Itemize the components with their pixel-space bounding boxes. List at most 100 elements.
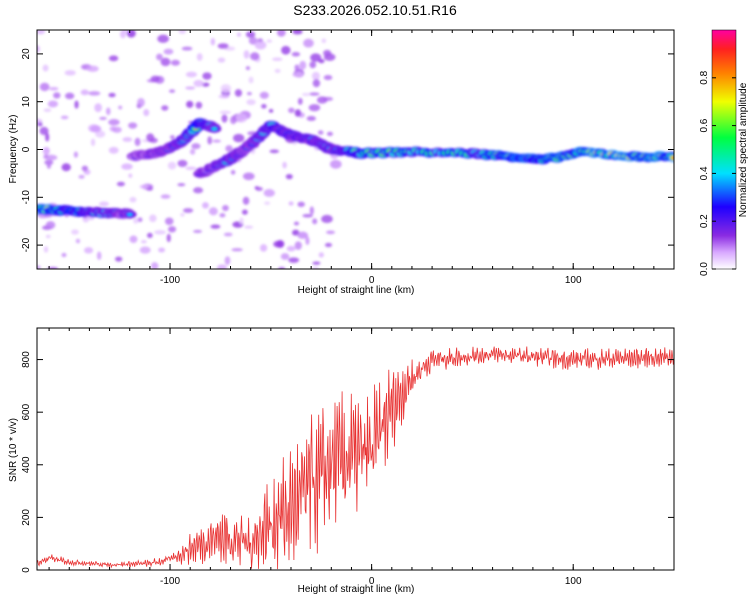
- spectrogram-noise-cell: [129, 235, 138, 244]
- spectrogram-noise-cell: [139, 184, 149, 189]
- spectrogram-noise-cell: [45, 154, 58, 161]
- spectrogram-noise-cell: [218, 94, 230, 99]
- spectrogram-noise-cell: [302, 214, 313, 218]
- spectrogram-noise-cell: [299, 60, 307, 70]
- snr-y-tick-label: 200: [21, 509, 32, 526]
- spectrogram-noise-cell: [37, 45, 40, 53]
- spectrogram-noise-cell: [196, 53, 203, 61]
- spectrogram-noise-cell: [248, 76, 254, 84]
- spectrogram-noise-cell: [221, 114, 228, 123]
- spectrogram-noise-cell: [151, 262, 159, 269]
- spectrogram-noise-cell: [108, 146, 119, 154]
- spectrogram-noise-cell: [118, 105, 123, 110]
- spectrogram-noise-cell: [44, 159, 54, 166]
- spectrogram-ridge-core: [127, 213, 133, 216]
- spectrogram-noise-cell: [149, 214, 157, 223]
- spectrogram-noise-cell: [43, 108, 52, 112]
- spectrogram-noise-cell: [133, 217, 139, 224]
- spectrogram-noise-cell: [276, 30, 286, 37]
- spectrogram-noise-cell: [241, 209, 248, 215]
- spectrogram-noise-cell: [37, 30, 46, 35]
- spectrogram-noise-cell: [280, 253, 290, 260]
- spectrogram-noise-cell: [306, 115, 316, 121]
- spectrogram-noise-cell: [288, 107, 295, 114]
- spectrogram-noise-cell: [61, 163, 71, 172]
- spectrogram-noise-cell: [45, 234, 51, 239]
- spectrogram-noise-cell: [248, 36, 258, 45]
- spectrogram-noise-cell: [225, 145, 233, 152]
- spectrogram-noise-cell: [47, 100, 59, 108]
- snr-x-tick-label: -100: [160, 576, 180, 587]
- spectrogram-ridge-core: [211, 127, 217, 131]
- spectrogram-noise-cell: [98, 201, 110, 207]
- spectrogram-noise-cell: [245, 66, 250, 70]
- spectrogram-noise-cell: [303, 38, 314, 48]
- spectrogram-noise-cell: [297, 97, 303, 105]
- spectrogram-noise-cell: [323, 49, 332, 57]
- spectrogram-noise-cell: [42, 64, 49, 72]
- spectrogram-noise-cell: [108, 119, 120, 126]
- spectrogram-noise-cell: [233, 133, 245, 143]
- colorbar-label: Normalized spectral amplitude: [738, 82, 749, 217]
- spectrogram-noise-cell: [150, 75, 161, 83]
- spectrogram-noise-cell: [178, 30, 186, 34]
- spectrogram-noise-cell: [266, 39, 273, 43]
- spectrogram-noise-cell: [208, 207, 218, 216]
- spectrogram-noise-cell: [310, 53, 322, 62]
- snr-y-tick-label: 600: [21, 403, 32, 420]
- spectrogram-noise-cell: [230, 115, 237, 125]
- spectrogram-noise-cell: [37, 265, 41, 269]
- spectrogram-noise-cell: [294, 241, 302, 250]
- spectrogram-noise-cell: [164, 217, 174, 226]
- snr-x-tick-label: 0: [369, 576, 375, 587]
- snr-frame: [36, 327, 675, 571]
- spectrogram-y-tick-label: -20: [21, 237, 32, 252]
- spectrogram-noise-cell: [312, 261, 321, 265]
- colorbar-tick-label: 0.8: [699, 70, 710, 84]
- spectrogram-noise-cell: [156, 53, 163, 61]
- spectrogram-noise-cell: [235, 113, 248, 123]
- spectrogram-noise-cell: [224, 256, 231, 266]
- spectrogram-noise-cell: [75, 238, 81, 244]
- spectrogram-noise-cell: [146, 133, 155, 143]
- spectrogram-noise-cell: [293, 221, 300, 226]
- spectrogram-noise-cell: [210, 224, 221, 229]
- spectrogram-noise-cell: [223, 232, 233, 237]
- spectrogram-noise-cell: [202, 72, 212, 80]
- spectrogram-noise-cell: [292, 30, 303, 35]
- snr-panel: -100 0 100 0 200 400 600 800 Height of straight…: [8, 327, 675, 595]
- spectrogram-noise-cell: [83, 247, 94, 254]
- spectrogram-noise-cell: [311, 71, 320, 81]
- spectrogram-noise-cell: [105, 107, 111, 116]
- spectrogram-noise-cell: [160, 194, 171, 199]
- spectrogram-noise-cell: [282, 161, 287, 169]
- spectrogram-x-tick-label: 100: [565, 275, 582, 286]
- spectrogram-noise-cell: [217, 43, 229, 49]
- spectrogram-ridge-core: [671, 156, 674, 160]
- spectrogram-noise-cell: [317, 130, 324, 135]
- spectrogram-noise-cell: [126, 30, 136, 38]
- colorbar-tick-label: 0.2: [699, 214, 710, 228]
- spectrogram-noise-cell: [294, 109, 302, 117]
- spectrogram-noise-cell: [170, 59, 180, 66]
- spectrogram-noise-cell: [264, 201, 271, 205]
- spectrogram-noise-cell: [146, 232, 153, 238]
- spectrogram-noise-cell: [216, 264, 228, 269]
- spectrogram-noise-cell: [61, 252, 67, 258]
- spectrogram-noise-cell: [318, 59, 325, 64]
- spectrogram-noise-cell: [201, 202, 209, 209]
- chart-title: S233.2026.052.10.51.R16: [293, 2, 457, 18]
- spectrogram-noise-cell: [236, 32, 242, 37]
- spectrogram-noise-cell: [121, 163, 133, 170]
- snr-series-line: [37, 346, 674, 570]
- spectrogram-noise-cell: [37, 122, 43, 127]
- spectrogram-noise-cell: [80, 89, 89, 96]
- spectrogram-noise-cell: [254, 186, 259, 190]
- spectrogram-noise-cell: [78, 174, 85, 179]
- spectrogram-noise-cell: [128, 122, 138, 129]
- spectrogram-noise-cell: [219, 110, 232, 115]
- snr-x-tick-label: 100: [565, 576, 582, 587]
- spectrogram-noise-cell: [186, 100, 194, 108]
